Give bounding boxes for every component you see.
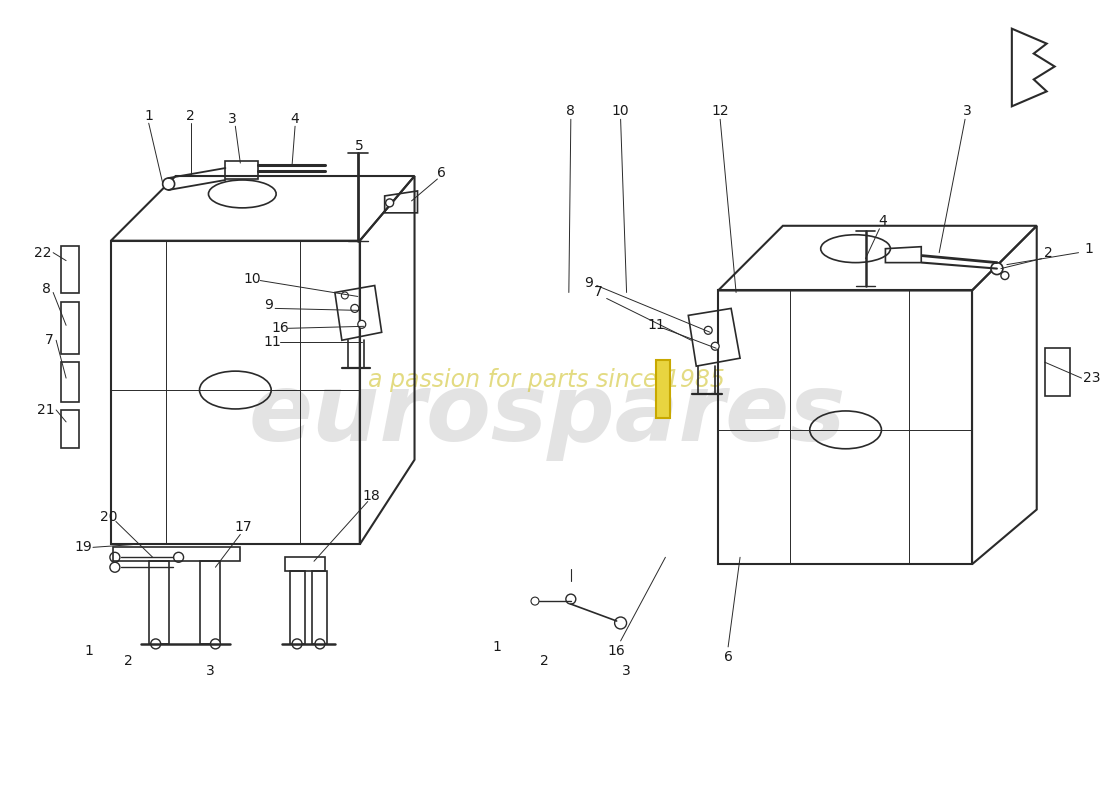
- Text: 11: 11: [648, 318, 666, 332]
- Bar: [62, 362, 79, 402]
- Circle shape: [991, 262, 1003, 274]
- Bar: [62, 302, 79, 354]
- Text: 1: 1: [1085, 242, 1093, 256]
- Circle shape: [351, 305, 359, 312]
- Text: 21: 21: [37, 403, 55, 417]
- Circle shape: [704, 326, 712, 334]
- Text: 1: 1: [144, 110, 153, 123]
- Text: 2: 2: [540, 654, 548, 668]
- Text: 17: 17: [234, 521, 252, 534]
- Circle shape: [315, 639, 324, 649]
- Circle shape: [712, 342, 719, 350]
- Text: eurospares: eurospares: [249, 369, 846, 461]
- Text: 22: 22: [34, 246, 52, 260]
- Text: 18: 18: [363, 489, 381, 502]
- Circle shape: [110, 552, 120, 562]
- Text: 19: 19: [74, 540, 92, 554]
- Text: a passion for parts since 1985: a passion for parts since 1985: [368, 368, 725, 392]
- Circle shape: [151, 639, 161, 649]
- Circle shape: [1001, 271, 1009, 279]
- Text: 3: 3: [206, 664, 214, 678]
- Text: 1: 1: [493, 640, 502, 654]
- Circle shape: [615, 617, 627, 629]
- Circle shape: [163, 178, 175, 190]
- Text: 2: 2: [124, 654, 133, 668]
- Circle shape: [565, 594, 575, 604]
- Text: 20: 20: [100, 510, 118, 525]
- Text: 3: 3: [962, 104, 971, 118]
- Circle shape: [531, 597, 539, 605]
- Circle shape: [110, 562, 120, 572]
- Text: 23: 23: [1082, 371, 1100, 385]
- Text: 4: 4: [878, 214, 887, 228]
- Text: 16: 16: [272, 322, 289, 335]
- Text: 9: 9: [584, 275, 593, 290]
- Circle shape: [293, 639, 303, 649]
- Circle shape: [358, 320, 365, 328]
- Text: 6: 6: [437, 166, 446, 180]
- Circle shape: [210, 639, 220, 649]
- Text: 3: 3: [623, 664, 631, 678]
- Text: 6: 6: [724, 650, 733, 664]
- Text: 10: 10: [243, 271, 261, 286]
- Text: 10: 10: [612, 104, 629, 118]
- Text: 7: 7: [45, 334, 54, 347]
- Text: 11: 11: [263, 335, 280, 350]
- Text: 16: 16: [607, 644, 626, 658]
- Text: 8: 8: [566, 104, 575, 118]
- Text: 1: 1: [85, 644, 94, 658]
- Bar: [657, 360, 670, 418]
- Bar: [62, 246, 79, 294]
- Circle shape: [174, 552, 184, 562]
- Text: 12: 12: [712, 104, 729, 118]
- Text: 4: 4: [290, 112, 299, 126]
- Text: 5: 5: [355, 139, 364, 153]
- Circle shape: [386, 199, 394, 207]
- Text: 7: 7: [594, 286, 603, 299]
- Text: 2: 2: [1044, 246, 1053, 260]
- Bar: [62, 410, 79, 448]
- Bar: [1045, 348, 1069, 396]
- Text: 2: 2: [186, 110, 195, 123]
- Text: 9: 9: [264, 298, 273, 313]
- Text: 3: 3: [228, 112, 236, 126]
- Text: 8: 8: [42, 282, 51, 295]
- Circle shape: [341, 292, 349, 299]
